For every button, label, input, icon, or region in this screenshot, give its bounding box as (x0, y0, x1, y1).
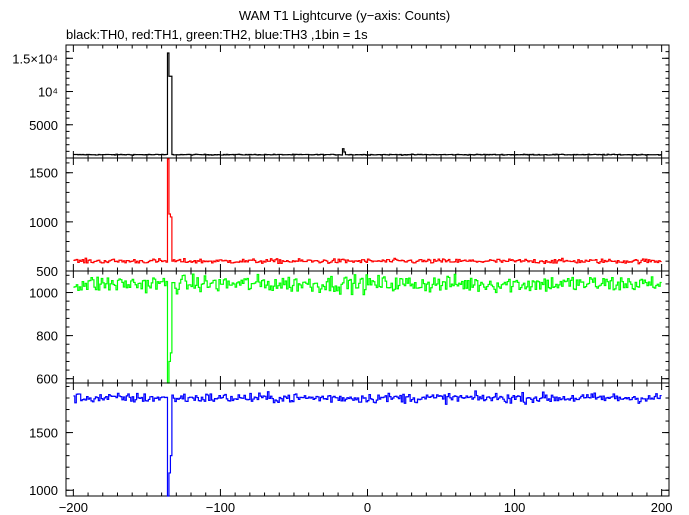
chart-title: WAM T1 Lightcurve (y−axis: Counts) (238, 8, 451, 23)
chart-subtitle: black:TH0, red:TH1, green:TH2, blue:TH3 … (66, 27, 368, 42)
series-line-th2 (73, 273, 662, 384)
panel-frame-th2 (65, 270, 670, 384)
y-tick-label: 5000 (29, 118, 58, 133)
series-line-th3 (73, 390, 662, 497)
series-line-th0 (73, 52, 662, 156)
y-tick-label: 800 (36, 329, 58, 344)
panel-frame-th1 (65, 157, 670, 272)
y-tick-label: 1000 (29, 483, 58, 498)
y-tick-label: 500 (36, 264, 58, 279)
y-tick-label: 1000 (29, 215, 58, 230)
x-tick-label: −100 (206, 500, 235, 515)
x-tick-label: −200 (59, 500, 88, 515)
y-tick-label: 1.5×10⁴ (12, 51, 58, 66)
y-tick-label: 1000 (29, 286, 58, 301)
x-tick-label: 100 (504, 500, 526, 515)
y-tick-label: 600 (36, 372, 58, 387)
y-tick-label: 1500 (29, 166, 58, 181)
y-tick-label: 1500 (29, 426, 58, 441)
series-line-th1 (73, 158, 662, 265)
x-tick-label: 200 (651, 500, 673, 515)
y-tick-label: 10⁴ (38, 85, 58, 100)
panel-frame-th0 (65, 44, 670, 159)
x-tick-label: 0 (364, 500, 371, 515)
